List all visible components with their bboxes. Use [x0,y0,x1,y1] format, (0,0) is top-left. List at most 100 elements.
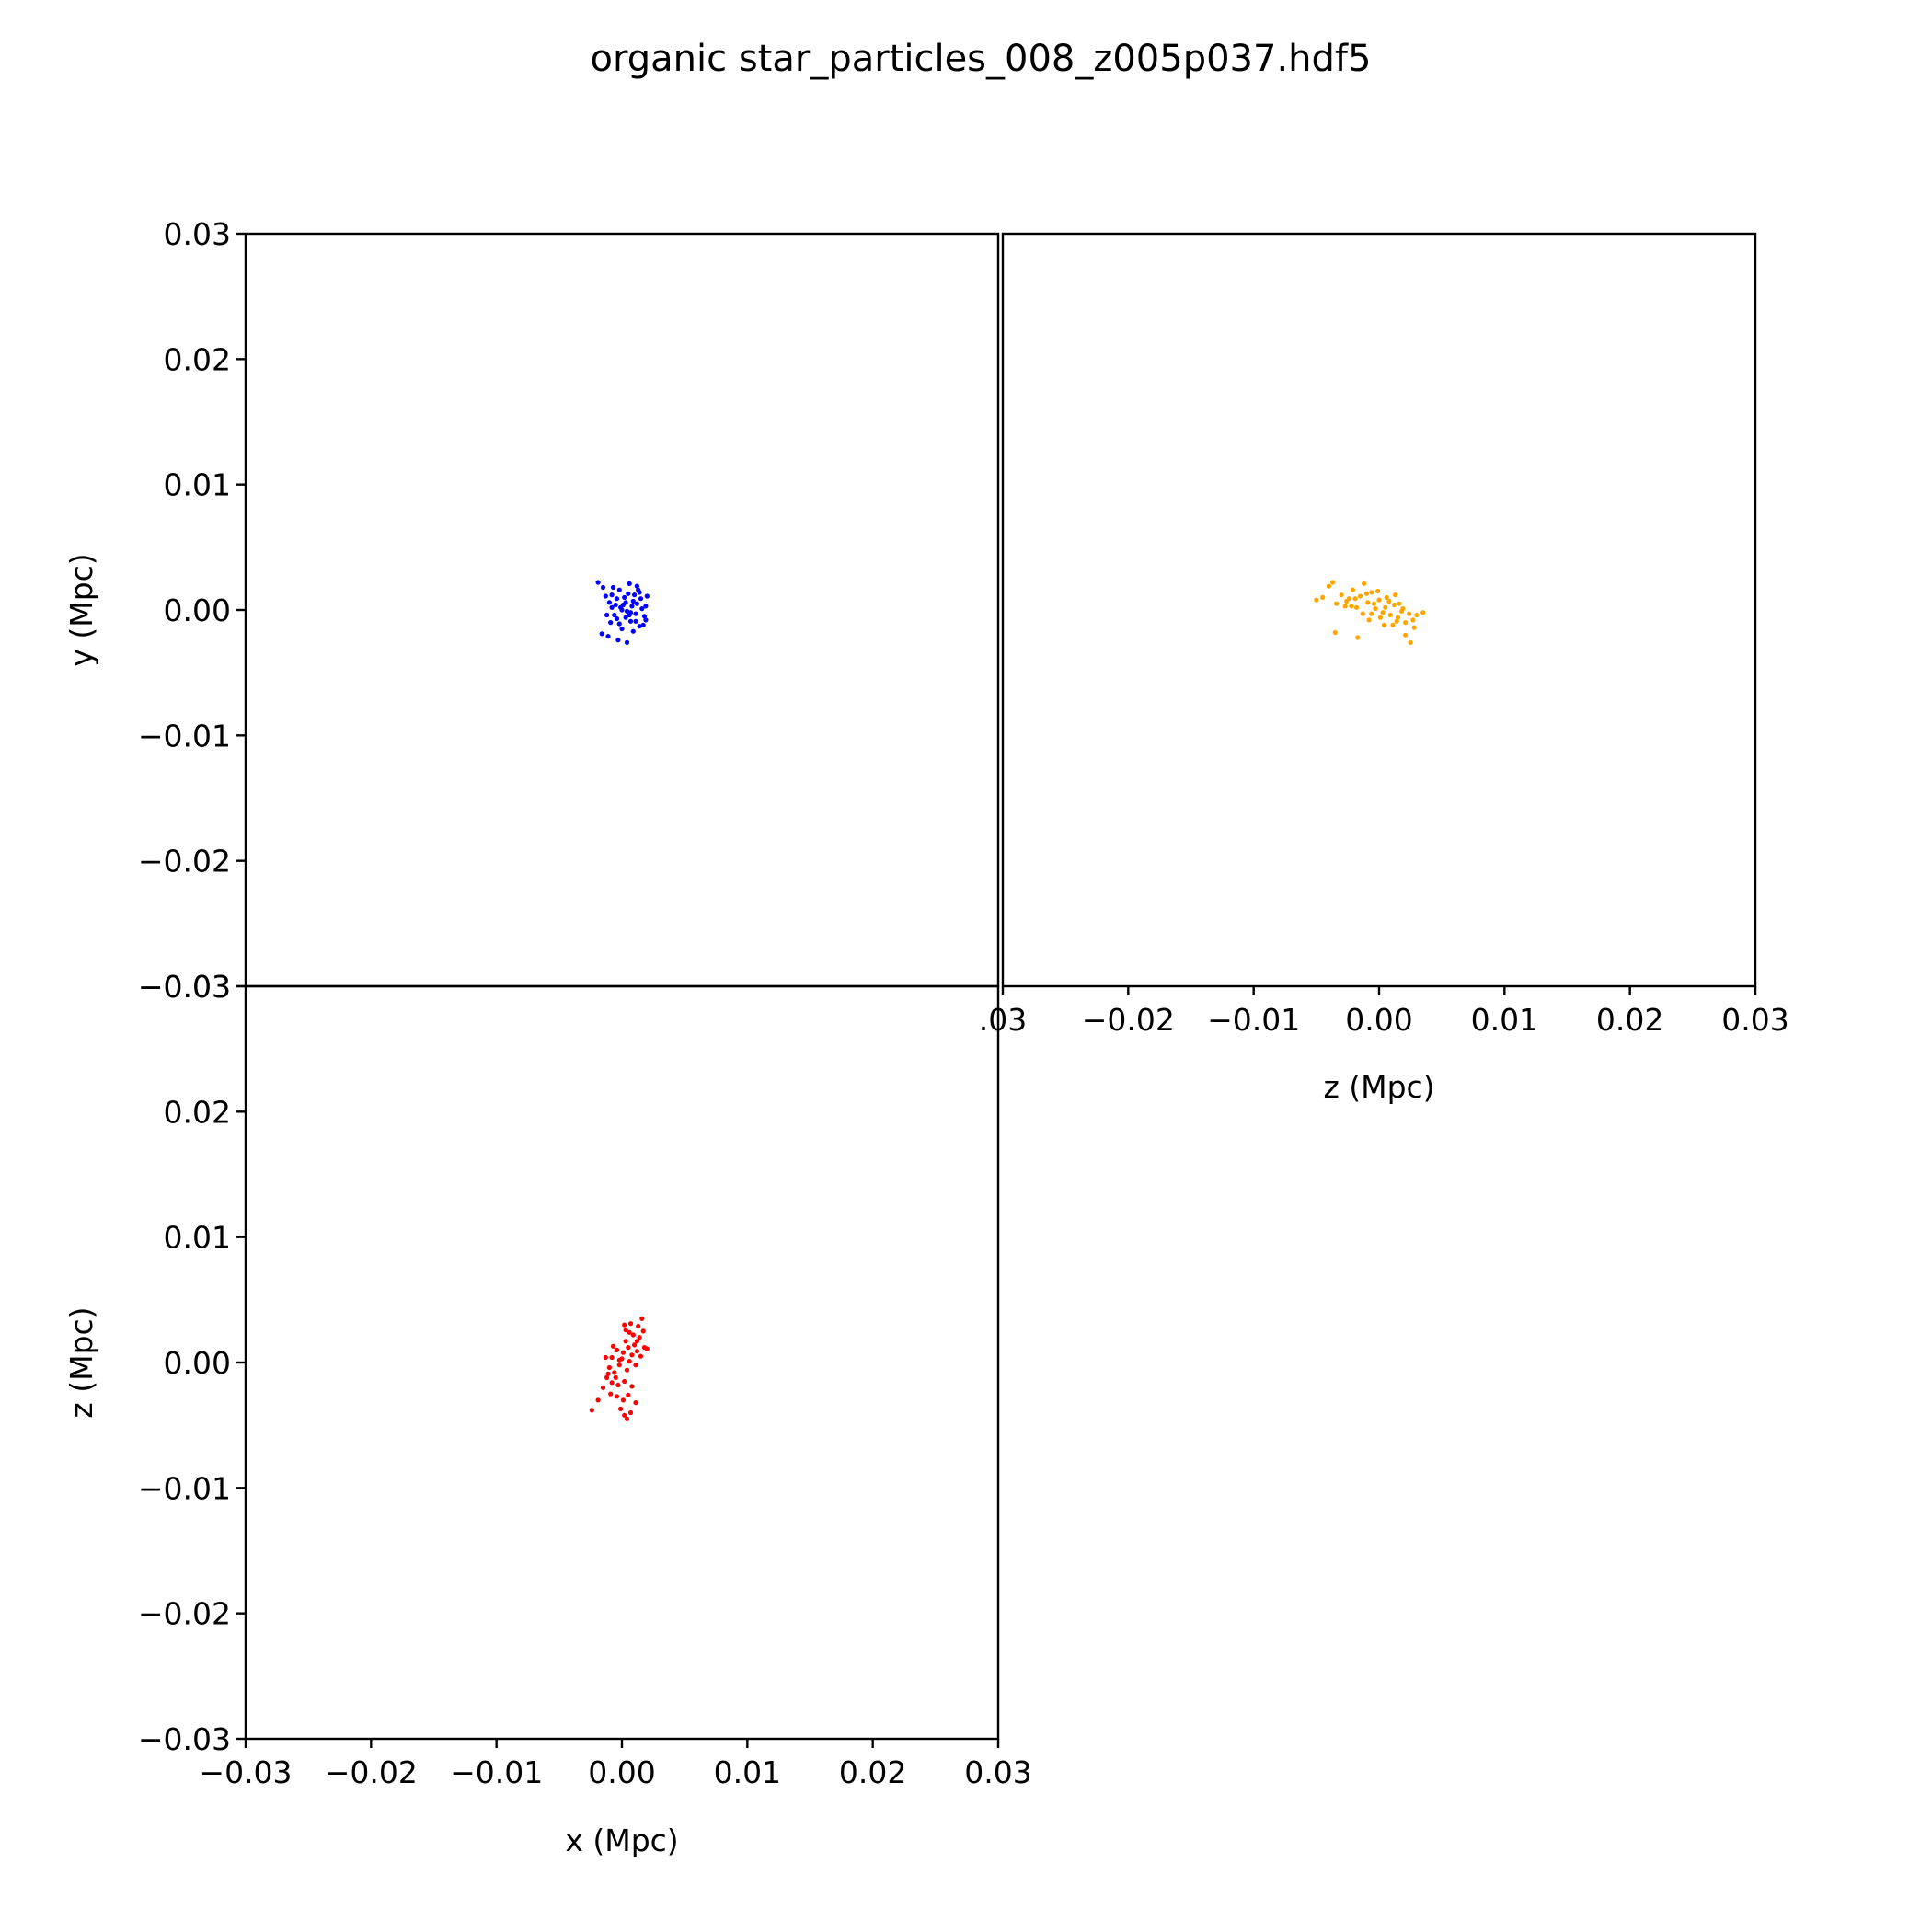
point-xy-29 [604,612,610,618]
point-xz-30 [620,1350,627,1355]
panel-zy-xlabel: z (Mpc) [1323,1069,1434,1105]
point-zy-30 [1332,629,1338,636]
point-xy-17 [641,614,648,619]
point-zy-40 [1400,606,1406,612]
panel-xy-yticks: 0.03 0.02 0.01 0.00 −0.01 −0.02 −0.03 [138,216,246,1005]
xtick-label-xz-0: −0.03 [199,1754,292,1790]
point-zy-2 [1326,583,1332,589]
point-xy-38 [616,587,622,592]
point-xy-36 [638,596,644,602]
point-zy-31 [1366,617,1372,623]
point-xy-3 [606,600,613,605]
point-xz-39 [638,1353,644,1359]
point-xy-46 [633,611,638,616]
point-xz-2 [600,1385,606,1390]
point-xz-15 [632,1342,638,1348]
point-zy-42 [1363,591,1369,596]
point-xy-1 [600,584,606,591]
point-xy-32 [622,594,627,601]
point-zy-0 [1314,597,1319,603]
point-xy-10 [623,615,628,620]
ytick-label-xy-6: −0.03 [138,969,231,1005]
panel-xy: 0.03 0.02 0.01 0.00 −0.01 −0.02 −0.03 y (Mpc) [63,216,1000,1005]
point-xz-3 [604,1374,610,1380]
point-xz-46 [626,1345,631,1351]
point-zy-8 [1350,587,1355,592]
point-xy-7 [616,621,622,627]
point-xy-18 [644,593,650,599]
point-xy-47 [637,590,642,595]
point-zy-33 [1390,622,1396,628]
ytick-label-xy-3: 0.00 [164,592,231,628]
panel-zy-points [1314,580,1426,646]
xtick-label-zy-1: −0.02 [1082,1002,1175,1038]
point-zy-43 [1386,598,1392,604]
xtick-label-zy-0: .03 [979,1002,1027,1038]
point-xz-36 [633,1363,638,1368]
point-xy-4 [609,604,615,610]
point-xz-11 [623,1339,628,1344]
point-xz-25 [624,1416,630,1421]
point-xy-37 [640,622,646,628]
point-zy-24 [1410,617,1416,623]
xtick-label-zy-6: 0.03 [1721,1002,1788,1038]
point-xz-34 [627,1359,632,1364]
ytick-label-xy-4: −0.01 [138,718,231,753]
point-xy-31 [613,602,618,608]
xtick-label-zy-2: −0.01 [1207,1002,1300,1038]
point-xy-5 [612,612,617,618]
point-xy-39 [619,626,625,632]
point-xy-13 [630,598,636,604]
ytick-label-xz-0: −0.03 [138,969,231,1005]
point-xz-44 [640,1328,646,1334]
point-zy-13 [1369,590,1374,595]
point-xy-49 [643,604,649,609]
point-xy-35 [632,592,638,598]
point-zy-17 [1384,594,1389,601]
panel-xz-points [589,1316,650,1421]
point-xy-33 [624,608,630,615]
point-xz-22 [627,1321,634,1327]
point-xz-42 [603,1354,608,1361]
point-xz-49 [622,1412,627,1418]
point-zy-49 [1411,625,1417,630]
panel-xy-points [595,580,650,646]
point-zy-46 [1352,596,1358,602]
point-xz-18 [639,1316,645,1321]
point-xz-12 [626,1392,631,1397]
ytick-label-xz-2: 0.01 [164,1220,231,1256]
point-xz-28 [608,1391,614,1397]
xtick-label-xz-2: −0.01 [450,1754,543,1790]
panel-xy-ylabel: y (Mpc) [63,553,99,666]
point-xz-13 [627,1329,632,1335]
point-zy-36 [1360,611,1365,616]
panel-xz-frame [244,984,1000,1741]
xtick-label-xz-4: 0.01 [714,1754,781,1790]
point-xz-4 [606,1364,613,1371]
point-xz-6 [612,1370,617,1375]
point-zy-11 [1362,581,1367,587]
ytick-label-xz-6: −0.03 [138,1721,231,1757]
point-xy-11 [626,591,631,596]
xtick-label-xz-6: 0.03 [964,1754,1031,1790]
point-xy-14 [633,618,638,624]
point-xy-28 [634,583,640,589]
point-zy-32 [1377,615,1383,620]
ytick-label-xy-1: 0.02 [164,341,231,377]
point-zy-39 [1394,618,1399,624]
point-xy-20 [605,634,611,639]
point-xy-24 [637,624,642,629]
point-zy-18 [1387,612,1393,618]
point-xz-21 [636,1323,641,1329]
point-xy-23 [630,628,636,634]
point-xz-5 [609,1354,615,1361]
xtick-label-zy-3: 0.00 [1345,1002,1412,1038]
point-xy-0 [595,580,601,585]
point-xz-0 [589,1408,594,1413]
point-xz-17 [637,1335,642,1340]
point-zy-20 [1395,615,1401,620]
point-xz-16 [634,1349,640,1354]
point-xz-33 [613,1374,618,1380]
point-zy-44 [1375,588,1381,594]
ytick-label-xz-4: −0.01 [138,1470,231,1506]
